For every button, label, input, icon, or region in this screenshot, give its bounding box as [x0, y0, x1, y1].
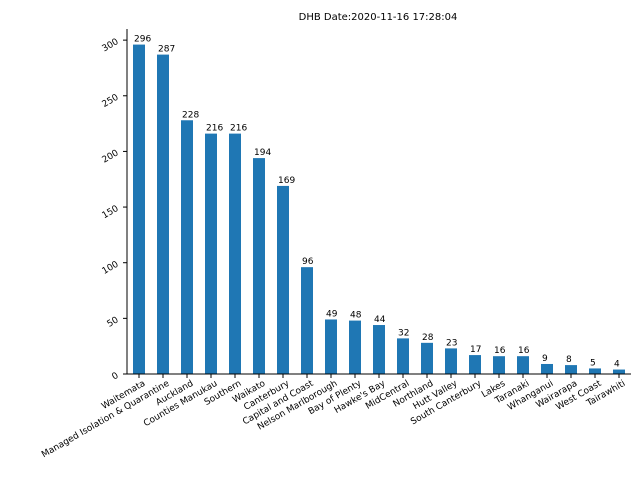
- data-label-11: 32: [398, 328, 409, 338]
- data-label-7: 96: [302, 257, 314, 267]
- bar-15: [493, 356, 505, 374]
- y-axis: 0 50 100 150 200 250 300: [101, 29, 128, 383]
- y-tick-label-1: 50: [106, 315, 121, 330]
- data-label-14: 17: [470, 345, 481, 355]
- data-label-13: 23: [446, 338, 457, 348]
- bar-7: [301, 267, 313, 374]
- bar-0: [133, 44, 145, 374]
- y-tick-label-0: 0: [111, 371, 121, 383]
- data-label-8: 49: [326, 309, 338, 319]
- bar-20: [613, 369, 625, 374]
- y-tick-label-2: 100: [101, 260, 121, 277]
- chart-title: DHB Date:2020-11-16 17:28:04: [299, 12, 458, 23]
- data-label-5: 194: [254, 148, 271, 158]
- data-label-3: 216: [206, 124, 223, 134]
- bar-17: [541, 363, 553, 374]
- data-label-4: 216: [230, 124, 247, 134]
- data-label-6: 169: [278, 176, 295, 186]
- bar-13: [445, 348, 457, 374]
- data-label-12: 28: [422, 333, 434, 343]
- data-label-18: 8: [566, 355, 572, 365]
- data-label-17: 9: [542, 354, 548, 364]
- bar-12: [421, 342, 433, 374]
- data-label-19: 5: [590, 358, 596, 368]
- data-label-9: 48: [350, 311, 362, 321]
- bar-5: [253, 158, 265, 374]
- bar-2: [181, 120, 193, 374]
- bar-10: [373, 325, 385, 374]
- data-label-1: 287: [158, 45, 175, 55]
- data-label-10: 44: [374, 315, 386, 325]
- y-tick-label-3: 150: [101, 204, 121, 221]
- bar-18: [565, 365, 577, 374]
- bar-8: [325, 319, 337, 374]
- bar-6: [277, 185, 289, 374]
- bars-group: [133, 44, 625, 374]
- y-tick-label-4: 200: [101, 148, 121, 165]
- bar-19: [589, 368, 601, 374]
- y-tick-label-6: 300: [101, 37, 121, 54]
- bar-1: [157, 54, 169, 374]
- data-label-16: 16: [518, 346, 530, 356]
- data-label-15: 16: [494, 346, 506, 356]
- bar-9: [349, 320, 361, 374]
- data-label-0: 296: [134, 35, 151, 45]
- bar-16: [517, 356, 529, 374]
- data-label-2: 228: [182, 110, 199, 120]
- bar-3: [205, 133, 217, 374]
- data-label-20: 4: [614, 360, 620, 370]
- bar-4: [229, 133, 241, 374]
- bar-11: [397, 338, 409, 374]
- bar-14: [469, 355, 481, 374]
- y-tick-label-5: 250: [101, 93, 121, 110]
